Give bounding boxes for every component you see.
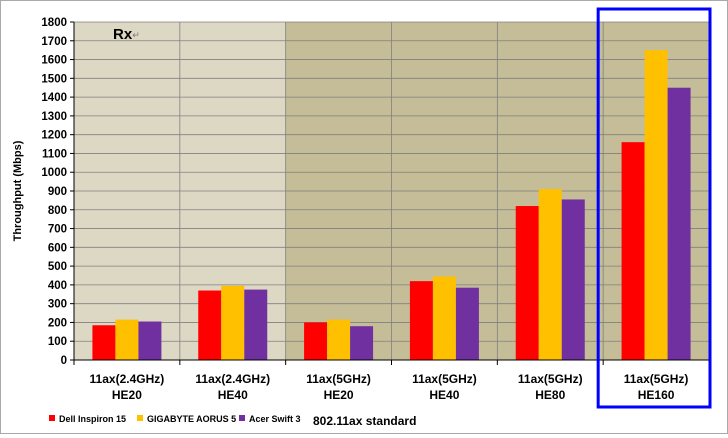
chart-title: Rx↵ bbox=[113, 26, 140, 43]
bars bbox=[92, 50, 691, 361]
y-tick-label: 200 bbox=[48, 317, 67, 329]
y-tick-label: 1300 bbox=[41, 111, 67, 123]
y-tick-label: 1200 bbox=[41, 130, 67, 142]
y-tick-label: 800 bbox=[48, 205, 67, 217]
legend-label: GIGABYTE AORUS 5 bbox=[147, 414, 236, 424]
chart-title-text: Rx bbox=[113, 26, 133, 43]
x-tick-label-line1: 11ax(2.4GHz) bbox=[195, 372, 270, 386]
gridlines bbox=[74, 21, 709, 360]
x-tick-label-line2: HE160 bbox=[638, 388, 675, 402]
x-tick-label-line2: HE20 bbox=[324, 388, 354, 402]
y-tick-label: 1100 bbox=[42, 148, 67, 160]
y-tick-labels: 0 100 200 300 400 500 600 700 800 900 1000 1100 1200… bbox=[41, 17, 67, 367]
x-tick-label-line1: 11ax(5GHz) bbox=[412, 372, 477, 386]
x-tick-label-line1: 11ax(5GHz) bbox=[624, 372, 689, 386]
y-tick-label: 1800 bbox=[41, 17, 67, 29]
y-tick-label: 700 bbox=[48, 224, 67, 236]
y-tick-label: 1700 bbox=[41, 36, 67, 48]
bar bbox=[538, 189, 562, 360]
bar bbox=[644, 50, 668, 361]
legend-swatch bbox=[49, 415, 55, 421]
x-tick-label-line1: 11ax(5GHz) bbox=[306, 372, 371, 386]
y-tick-label: 0 bbox=[61, 355, 67, 367]
x-tick-label-line1: 11ax(2.4GHz) bbox=[90, 372, 165, 386]
bar bbox=[455, 287, 479, 360]
legend: Dell Inspiron 15 GIGABYTE AORUS 5 Acer Swi… bbox=[49, 414, 301, 424]
x-tick-label-line2: HE80 bbox=[535, 388, 565, 402]
y-tick-label: 900 bbox=[48, 186, 67, 198]
bar bbox=[432, 276, 456, 360]
y-tick-label: 100 bbox=[48, 336, 67, 348]
y-tick-label: 500 bbox=[48, 261, 67, 273]
bar bbox=[221, 285, 245, 360]
bar bbox=[244, 289, 268, 360]
x-axis-label: 802.11ax standard bbox=[313, 414, 416, 428]
y-tick-label: 1600 bbox=[41, 55, 67, 67]
x-tick-labels: 11ax(2.4GHz) HE20 11ax(2.4GHz) HE40 11ax(5GH… bbox=[90, 372, 689, 402]
bar bbox=[198, 290, 222, 360]
y-tick-label: 600 bbox=[48, 242, 67, 254]
chart-title-mark: ↵ bbox=[132, 30, 140, 40]
legend-swatch bbox=[239, 415, 245, 421]
legend-label: Dell Inspiron 15 bbox=[59, 414, 126, 424]
bar bbox=[115, 319, 139, 360]
bar bbox=[621, 142, 645, 360]
x-tick-label-line1: 11ax(5GHz) bbox=[518, 372, 583, 386]
y-tick-label: 400 bbox=[48, 280, 67, 292]
bar bbox=[327, 319, 351, 360]
y-tick-label: 300 bbox=[48, 299, 67, 311]
bar bbox=[350, 326, 374, 360]
bar bbox=[409, 281, 433, 360]
he160-highlight-box bbox=[596, 7, 712, 409]
bar bbox=[561, 199, 585, 360]
y-axis-label: Throughput (Mbps) bbox=[12, 140, 24, 241]
x-tick-label-line2: HE20 bbox=[112, 388, 142, 402]
bar bbox=[515, 206, 539, 360]
x-tick-label-line2: HE40 bbox=[218, 388, 248, 402]
bar bbox=[92, 325, 116, 360]
axes bbox=[70, 21, 710, 365]
x-tick-label-line2: HE40 bbox=[429, 388, 459, 402]
bar bbox=[138, 321, 162, 360]
y-tick-label: 1500 bbox=[41, 73, 67, 85]
bar bbox=[304, 322, 328, 360]
y-tick-label: 1000 bbox=[41, 167, 67, 179]
legend-swatch bbox=[137, 415, 143, 421]
legend-label: Acer Swift 3 bbox=[249, 414, 301, 424]
bar bbox=[667, 87, 691, 360]
y-tick-label: 1400 bbox=[41, 92, 67, 104]
